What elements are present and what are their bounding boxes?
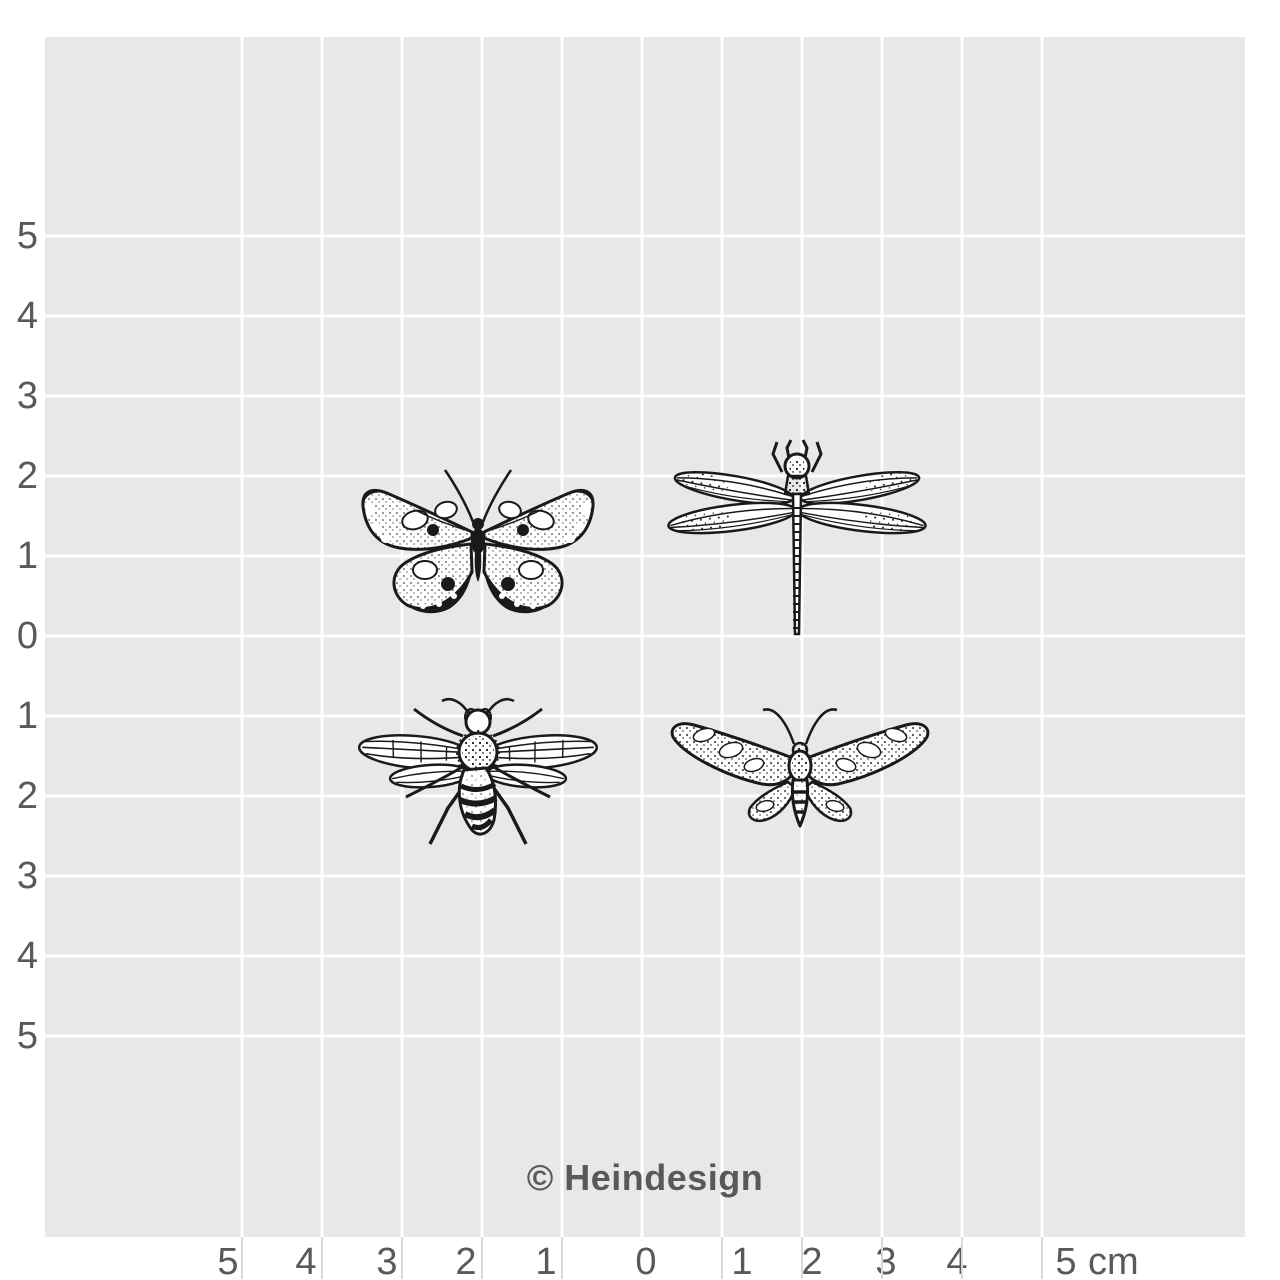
ruler-tick	[721, 1237, 723, 1279]
ruler-label-bottom: 5	[1055, 1241, 1077, 1280]
ruler-label-left: 4	[16, 935, 38, 977]
ruler-label-left: 3	[16, 855, 38, 897]
ruler-label-left: 1	[16, 535, 38, 577]
ruler-label-bottom: 0	[635, 1241, 657, 1280]
ruler-label-left: 5	[16, 1015, 38, 1057]
ruler-label-left: 2	[16, 775, 38, 817]
ruler-label-bottom: 2	[801, 1241, 823, 1280]
watermark: © Heindesign	[526, 1157, 764, 1198]
ruler-label-left: 1	[16, 695, 38, 737]
ruler-tick	[961, 1237, 963, 1279]
moth-stamp-image	[664, 698, 936, 840]
ruler-label-left: 5	[16, 215, 38, 257]
ruler-label-left: 2	[16, 455, 38, 497]
ruler-tick	[801, 1237, 803, 1279]
ruler-label-left: 3	[16, 375, 38, 417]
ruler-label-bottom: 4	[295, 1241, 317, 1280]
ruler-tick	[561, 1237, 563, 1279]
ruler-tick	[321, 1237, 323, 1279]
measurement-grid	[45, 37, 1245, 1237]
ruler-label-bottom: 1	[731, 1241, 753, 1280]
ruler-label-bottom: 1	[535, 1241, 557, 1280]
ruler-tick	[481, 1237, 483, 1279]
ruler-tick	[401, 1237, 403, 1279]
ruler-unit-label: cm	[1088, 1241, 1139, 1280]
ruler-label-bottom: 2	[455, 1241, 477, 1280]
ruler-tick	[881, 1237, 883, 1279]
ruler-label-bottom: 4	[946, 1241, 968, 1280]
ruler-tick	[1041, 1237, 1043, 1279]
dragonfly-stamp-image	[662, 432, 932, 642]
ruler-label-bottom: 3	[376, 1241, 398, 1280]
ruler-label-bottom: 5	[217, 1241, 239, 1280]
ruler-tick	[241, 1237, 243, 1279]
bee-stamp-image	[352, 692, 604, 860]
ruler-label-left: 4	[16, 295, 38, 337]
ruler-label-bottom: 3	[875, 1241, 897, 1280]
ruler-label-left: 0	[16, 615, 38, 657]
butterfly-stamp-image	[353, 448, 603, 620]
